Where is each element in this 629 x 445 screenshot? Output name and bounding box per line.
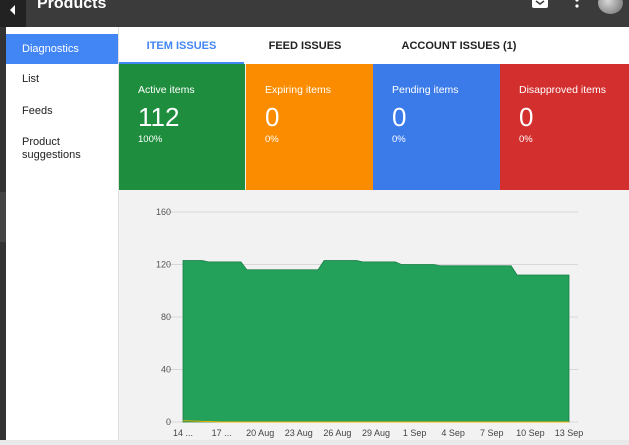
x-tick-label: 1 Sep	[403, 428, 427, 438]
page-title: Products	[37, 0, 107, 12]
active-items-card[interactable]: Active items 112 100%	[119, 64, 245, 190]
card-percent: 100%	[138, 134, 163, 145]
sidebar-item-list[interactable]: List	[22, 73, 40, 85]
card-percent: 0%	[265, 134, 279, 145]
card-value: 112	[138, 102, 180, 132]
x-tick-label: 4 Sep	[441, 428, 465, 438]
card-percent: 0%	[519, 134, 533, 145]
card-label: Active items	[138, 84, 195, 96]
main-panel: ITEM ISSUES FEED ISSUES ACCOUNT ISSUES (…	[119, 27, 629, 440]
x-tick-label: 23 Aug	[285, 428, 313, 438]
x-tick-label: 29 Aug	[362, 428, 390, 438]
card-value: 0	[265, 102, 280, 132]
tab-item-issues[interactable]: ITEM ISSUES	[119, 27, 244, 64]
tab-feed-issues[interactable]: FEED ISSUES	[268, 40, 342, 52]
x-tick-label: 7 Sep	[480, 428, 504, 438]
x-tick-label: 10 Sep	[516, 428, 545, 438]
card-value: 0	[392, 102, 407, 132]
card-value: 0	[519, 102, 534, 132]
sidebar: Diagnostics List Feeds Product suggestio…	[6, 27, 119, 440]
tab-bar: ITEM ISSUES FEED ISSUES ACCOUNT ISSUES (…	[119, 27, 629, 64]
item-history-chart: 0 40 80 120 160 14 ... 17 ... 20 Aug 23 Aug 26 Au…	[119, 190, 629, 440]
x-tick-label: 14 ...	[173, 428, 193, 438]
x-tick-label: 13 Sep	[555, 428, 584, 438]
more-vert-icon[interactable]	[572, 0, 582, 12]
y-tick-label: 80	[161, 312, 171, 322]
sidebar-item-product-suggestions[interactable]: Product suggestions	[22, 136, 81, 161]
top-app-bar: Products	[0, 0, 629, 27]
left-rail	[0, 27, 6, 440]
card-percent: 0%	[392, 134, 406, 145]
disapproved-items-card[interactable]: Disapproved items 0 0%	[500, 64, 629, 190]
x-tick-label: 26 Aug	[323, 428, 351, 438]
sidebar-item-feeds[interactable]: Feeds	[22, 105, 53, 117]
tab-account-issues[interactable]: ACCOUNT ISSUES (1)	[401, 40, 517, 52]
y-tick-label: 160	[156, 207, 171, 217]
card-label: Pending items	[392, 84, 459, 96]
card-label: Disapproved items	[519, 84, 606, 96]
x-tick-label: 20 Aug	[246, 428, 274, 438]
rail-marker	[0, 192, 6, 242]
x-tick-label: 17 ...	[212, 428, 232, 438]
back-button[interactable]	[0, 0, 26, 27]
chart-svg: 0 40 80 120 160 14 ... 17 ... 20 Aug 23 Aug 26 Au…	[156, 207, 584, 438]
back-arrow-icon	[10, 5, 15, 15]
y-tick-label: 120	[156, 260, 171, 270]
y-tick-label: 0	[166, 417, 171, 427]
y-tick-label: 40	[161, 365, 171, 375]
expiring-items-line	[182, 420, 569, 423]
avatar[interactable]	[598, 0, 623, 14]
inbox-icon[interactable]	[531, 0, 549, 8]
sidebar-item-diagnostics[interactable]: Diagnostics	[6, 34, 118, 64]
pending-items-card[interactable]: Pending items 0 0%	[373, 64, 500, 190]
active-items-area	[182, 260, 570, 423]
expiring-items-card[interactable]: Expiring items 0 0%	[246, 64, 373, 190]
card-label: Expiring items	[265, 84, 331, 96]
